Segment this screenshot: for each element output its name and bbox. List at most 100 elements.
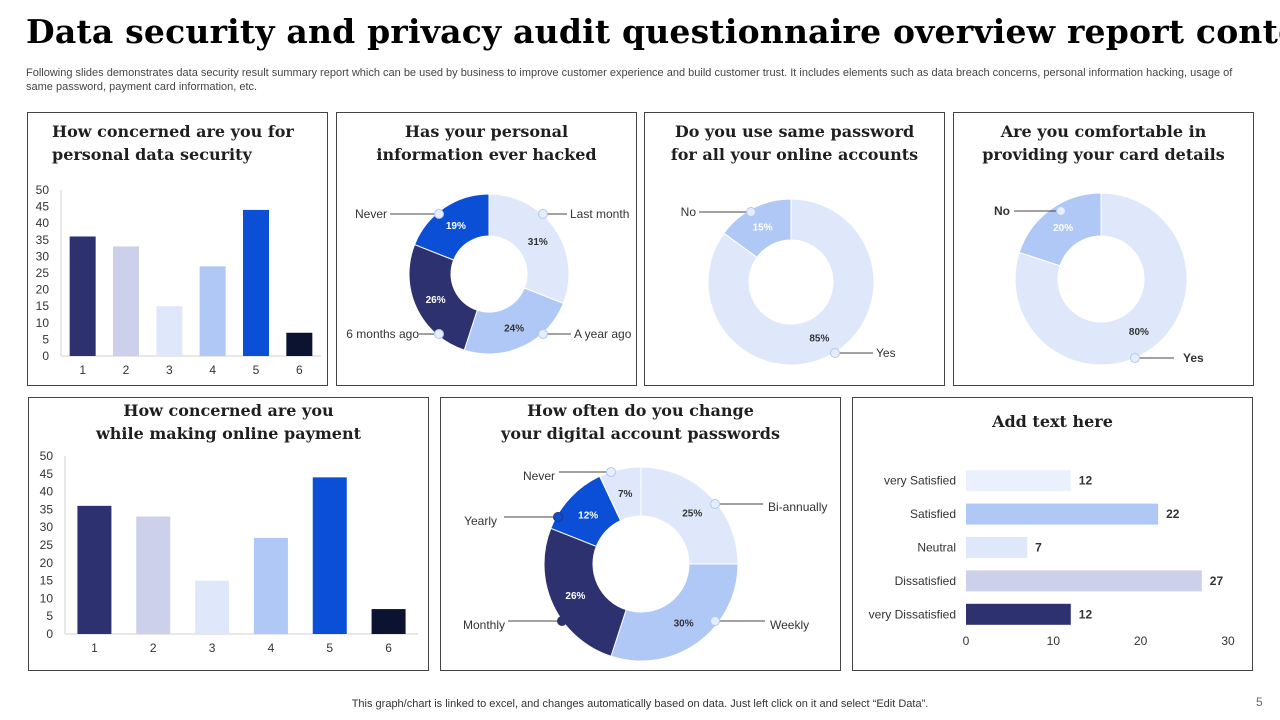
donut-chart-card-details[interactable]: 80% 20% Yes No [954, 113, 1255, 387]
y-tick-label: 25 [40, 538, 54, 552]
y-tick-label: 0 [46, 627, 53, 641]
chart-panel-satisfaction[interactable]: Add text here very Satisfied 12 Satisfied 2… [852, 397, 1253, 671]
donut-slice [707, 198, 875, 366]
donut-slice [610, 563, 739, 662]
y-tick-label: 5 [42, 332, 49, 346]
x-tick-label: 6 [296, 363, 303, 377]
bar [966, 537, 1028, 558]
y-tick-label: 10 [40, 591, 54, 605]
donut-slice [640, 466, 739, 565]
y-tick-label: 20 [40, 556, 54, 570]
callout-dot [557, 616, 567, 626]
chart-title: How concerned are you while making onlin… [96, 401, 361, 443]
data-label: 27 [1210, 574, 1224, 588]
callout-label: Yearly [464, 514, 497, 528]
donut-slice [408, 243, 478, 351]
donut-slice [1014, 192, 1188, 366]
data-label: 85% [809, 334, 829, 345]
x-tick-label: 20 [1134, 634, 1148, 648]
chart-panel-password-change[interactable]: How often do you change your digital acc… [440, 397, 841, 671]
bar [113, 246, 139, 356]
data-label: 80% [1129, 327, 1149, 338]
y-tick-label: 45 [40, 467, 54, 481]
callout-label: Weekly [770, 618, 809, 632]
y-tick-label: very Dissatisfied [869, 607, 956, 621]
y-tick-label: 45 [36, 200, 50, 214]
bar [199, 266, 226, 356]
data-label: 25% [682, 509, 702, 520]
callout-dot [710, 616, 720, 626]
donut-slice [1018, 192, 1102, 267]
data-label: 20% [1053, 223, 1073, 234]
callout-label: A year ago [574, 327, 632, 341]
y-tick-label: 50 [40, 449, 54, 463]
donut-chart-password-change[interactable]: 25% 30% 26% 12% 7% Bi-annually Weekly Monthly Ye… [441, 398, 842, 672]
data-label: 12% [578, 510, 598, 521]
x-tick-label: 1 [79, 363, 86, 377]
data-label: 12 [1079, 607, 1093, 621]
page-subtitle: Following slides demonstrates data secur… [26, 67, 1233, 93]
bar [69, 236, 96, 356]
bar [286, 332, 313, 356]
y-tick-label: 15 [36, 299, 50, 313]
y-tick-label: 20 [36, 283, 50, 297]
chart-panel-card-details[interactable]: Are you comfortable in providing your ca… [953, 112, 1254, 386]
data-label: 7 [1035, 541, 1042, 555]
chart-title: Are you comfortable in providing your ca… [982, 122, 1225, 164]
callout-dot [434, 209, 444, 219]
callout-label: No [994, 204, 1010, 218]
bar [966, 603, 1071, 625]
data-label: 31% [528, 237, 548, 248]
x-tick-label: 2 [123, 363, 130, 377]
y-tick-label: 35 [40, 502, 54, 516]
y-tick-label: 40 [40, 485, 54, 499]
y-tick-label: very Satisfied [884, 474, 956, 488]
chart-title: Has your personal information ever hacke… [376, 122, 597, 164]
callout-dot [434, 329, 444, 339]
bar [312, 477, 347, 634]
callout-label: Yes [876, 346, 896, 360]
callout-dot [746, 207, 756, 217]
y-tick-label: 50 [36, 183, 50, 197]
y-tick-label: Dissatisfied [895, 574, 956, 588]
data-label: 15% [753, 222, 773, 233]
data-label: 22 [1166, 507, 1180, 521]
donut-slice [413, 193, 490, 261]
chart-panel-information-hacked[interactable]: Has your personal information ever hacke… [336, 112, 637, 386]
donut-chart-same-password[interactable]: 85% 15% Yes No [645, 113, 946, 387]
data-label: 12 [1079, 474, 1093, 488]
callout-label: Yes [1183, 351, 1204, 365]
chart-title: Do you use same password for all your on… [670, 122, 919, 164]
hbar-chart-satisfaction[interactable]: very Satisfied 12 Satisfied 22 Neutral 7 Dissa… [853, 398, 1254, 672]
bar [966, 503, 1159, 525]
y-tick-label: 30 [40, 520, 54, 534]
bar [77, 505, 112, 634]
y-tick-label: 0 [42, 349, 49, 363]
callout-label: No [681, 205, 697, 219]
x-tick-label: 4 [268, 641, 275, 655]
callout-dot [553, 512, 563, 522]
callout-dot [710, 499, 720, 509]
chart-panel-personal-data-security[interactable]: How concerned are you for personal data … [27, 112, 328, 386]
bar [195, 580, 230, 634]
x-tick-label: 3 [209, 641, 216, 655]
callout-dot [538, 209, 548, 219]
chart-panel-same-password[interactable]: Do you use same password for all your on… [644, 112, 945, 386]
data-label: 19% [446, 221, 466, 232]
x-tick-label: 3 [166, 363, 173, 377]
donut-slice [723, 198, 792, 259]
callout-dot [538, 329, 548, 339]
donut-chart-information-hacked[interactable]: 31% 24% 26% 19% Last month A year ago 6 months… [337, 113, 638, 387]
data-label: 26% [565, 591, 585, 602]
callout-dot [1056, 206, 1066, 216]
callout-label: Never [523, 469, 555, 483]
bar [966, 570, 1202, 592]
callout-label: Bi-annually [768, 500, 827, 514]
callout-label: 6 months ago [346, 327, 419, 341]
page-number: 5 [1256, 695, 1263, 709]
callout-label: Monthly [463, 618, 505, 632]
chart-panel-online-payment[interactable]: How concerned are you while making onlin… [28, 397, 429, 671]
callout-label: Never [355, 207, 387, 221]
